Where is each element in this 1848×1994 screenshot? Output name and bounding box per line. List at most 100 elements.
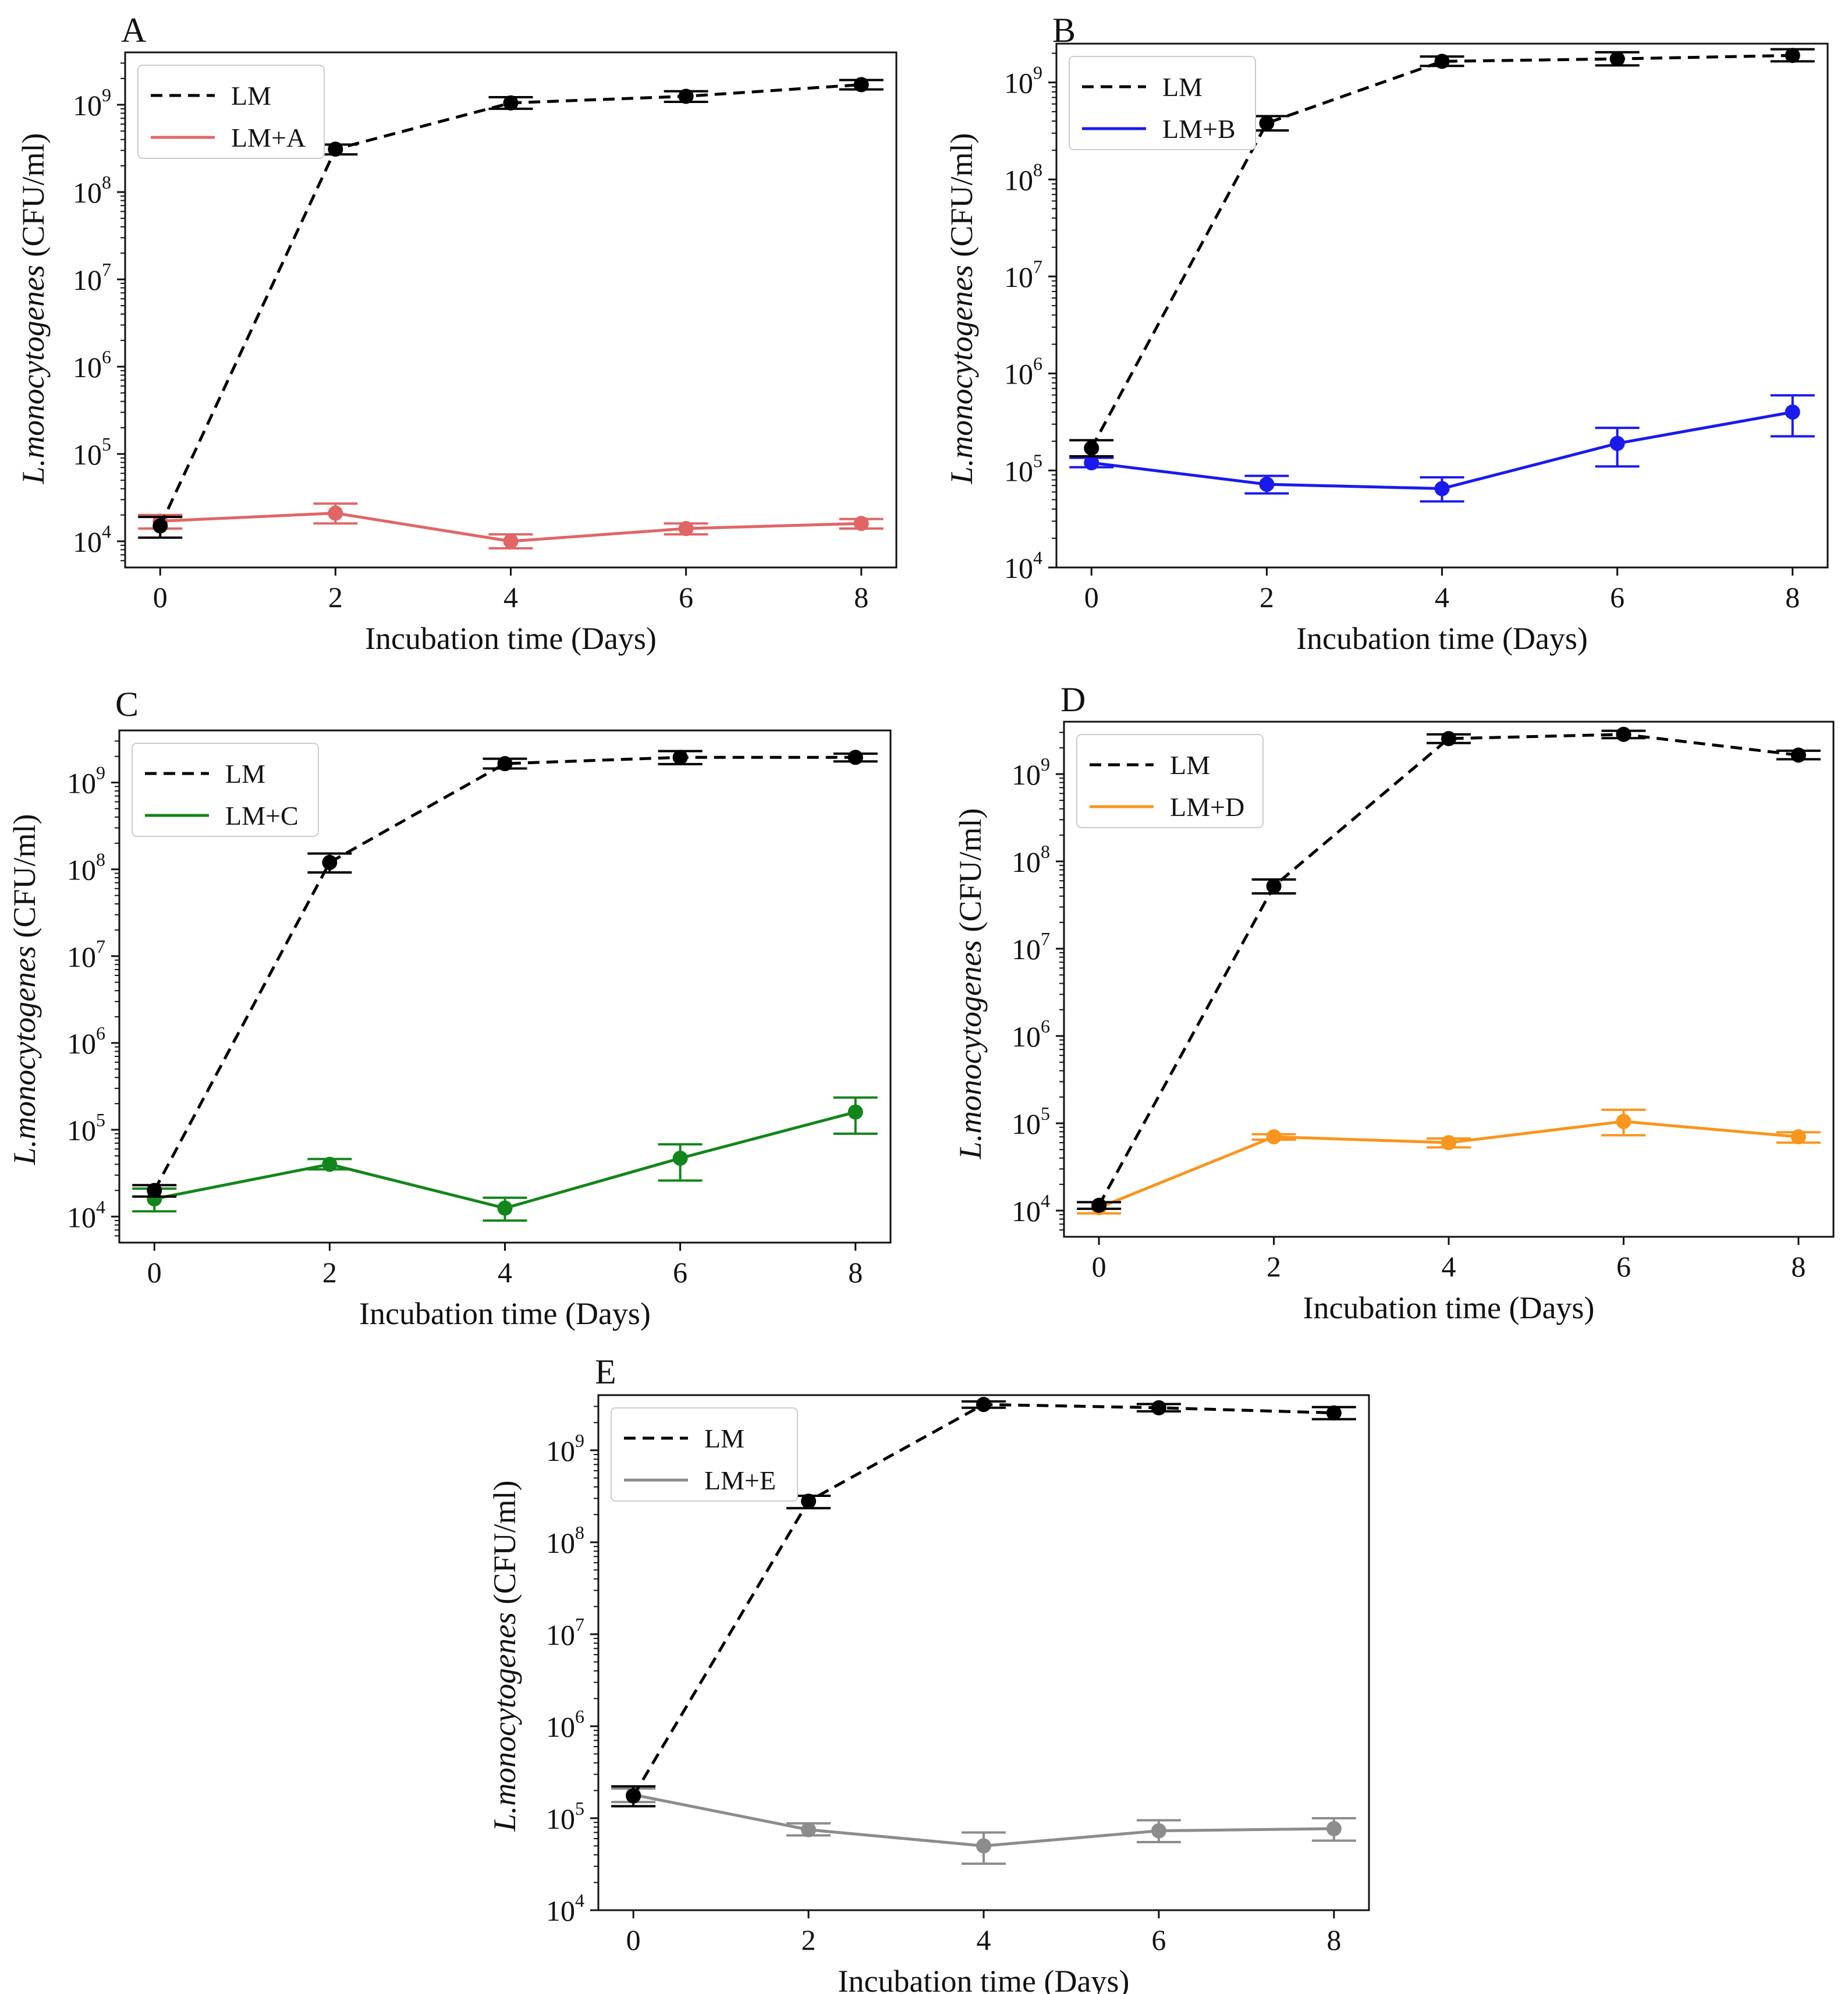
panel-letter: D [1060, 680, 1086, 719]
y-tick-label: 107 [73, 259, 111, 296]
y-tick-label: 106 [1004, 353, 1042, 391]
data-point [672, 750, 688, 765]
panel-letter: A [121, 11, 146, 49]
data-point [626, 1788, 641, 1804]
data-point [1434, 54, 1450, 69]
x-axis-title: Incubation time (Days) [365, 621, 657, 656]
y-axis-title: L.monocytogenes (CFU/ml) [944, 133, 979, 485]
x-tick-label: 0 [1084, 581, 1099, 613]
series-lm [1077, 726, 1821, 1213]
data-point [853, 516, 869, 531]
data-point [503, 95, 519, 111]
x-tick-label: 2 [322, 1256, 337, 1289]
data-point [1785, 48, 1800, 63]
data-point [801, 1822, 817, 1837]
series-lm [132, 750, 878, 1198]
panel-letter: E [595, 1353, 616, 1391]
legend-label: LM+E [704, 1466, 776, 1495]
y-tick-label: 105 [1012, 1103, 1050, 1140]
x-tick-label: 8 [848, 1256, 863, 1289]
data-point [503, 534, 519, 549]
y-tick-label: 108 [1004, 159, 1042, 196]
y-tick-label: 108 [67, 849, 105, 886]
x-tick-label: 6 [673, 1256, 687, 1289]
y-tick-label: 107 [1012, 928, 1050, 966]
y-axis-title: L.monocytogenes (CFU/ml) [16, 133, 51, 485]
x-tick-label: 8 [1791, 1250, 1806, 1283]
legend-label: LM [1162, 72, 1203, 102]
data-point [678, 88, 694, 104]
x-tick-label: 4 [977, 1924, 991, 1956]
y-tick-label: 107 [1004, 256, 1042, 293]
y-tick-label: 108 [1012, 841, 1050, 878]
series-lm-plus-e [611, 1787, 1356, 1865]
data-point [1326, 1821, 1342, 1836]
y-axis-title: L.monocytogenes (CFU/ml) [953, 808, 988, 1160]
legend-label: LM [704, 1424, 744, 1453]
x-tick-label: 4 [498, 1256, 512, 1289]
legend-label: LM+B [1162, 114, 1236, 144]
x-tick-label: 0 [626, 1924, 641, 1956]
y-tick-label: 106 [546, 1706, 584, 1743]
x-tick-label: 2 [1267, 1250, 1281, 1283]
legend-label: LM+A [231, 123, 306, 152]
y-tick-label: 104 [73, 521, 111, 558]
legend-box [611, 1407, 798, 1502]
panel-letter: C [115, 685, 139, 723]
panel-e: E 104 105 106 107 108 109 0 2 4 6 8 Incubation time … [487, 1353, 1370, 1994]
data-point [328, 505, 343, 521]
data-point [976, 1397, 991, 1413]
y-tick-label: 104 [1004, 547, 1042, 584]
x-tick-label: 4 [503, 581, 518, 613]
legend-box [132, 743, 319, 837]
legend: LM LM+B [1069, 56, 1256, 150]
legend: LM LM+E [611, 1407, 798, 1502]
y-tick-label: 105 [73, 434, 111, 471]
y-tick-label: 109 [73, 84, 111, 122]
y-tick-label: 105 [67, 1109, 105, 1147]
data-point [1266, 878, 1282, 894]
x-tick-label: 8 [854, 581, 868, 613]
data-point [1616, 1113, 1631, 1129]
y-tick-label: 109 [1012, 754, 1050, 791]
legend-label: LM [225, 759, 265, 789]
legend: LM LM+C [132, 743, 319, 837]
x-tick-label: 8 [1326, 1924, 1341, 1956]
panel-c: C 104 105 106 107 108 109 0 2 4 6 8 Incubation time … [7, 685, 892, 1331]
data-point [1790, 747, 1806, 763]
x-tick-label: 6 [679, 581, 693, 613]
panel-d: D 104 105 106 107 108 109 0 2 4 6 8 Incubation time … [953, 680, 1835, 1325]
legend: LM LM+A [137, 65, 325, 159]
data-point [1259, 477, 1275, 492]
x-axis-title: Incubation time (Days) [1296, 621, 1588, 656]
legend-box [1069, 56, 1256, 150]
data-point [1091, 1197, 1107, 1213]
panel-a: A 104 105 106 107 108 109 0 2 4 6 8 Incubation time … [16, 11, 898, 656]
data-point [1326, 1405, 1342, 1421]
data-point [328, 141, 343, 157]
y-tick-label: 109 [1004, 62, 1042, 100]
y-tick-label: 109 [546, 1430, 584, 1467]
data-point [322, 1156, 338, 1172]
x-tick-label: 0 [147, 1256, 162, 1289]
data-point [1259, 115, 1275, 131]
data-point [1790, 1129, 1806, 1145]
x-tick-label: 8 [1785, 581, 1800, 613]
x-tick-label: 2 [328, 581, 343, 613]
legend-box [1076, 734, 1264, 828]
y-tick-label: 108 [73, 172, 111, 209]
series-line [153, 755, 856, 1191]
y-axis-title: L.monocytogenes (CFU/ml) [7, 814, 42, 1166]
data-point [1785, 404, 1800, 420]
legend-label: LM+C [225, 801, 299, 831]
series-lm-plus-c [132, 1096, 878, 1222]
data-point [976, 1838, 991, 1854]
y-tick-label: 109 [67, 762, 105, 799]
y-tick-label: 104 [546, 1890, 584, 1927]
x-tick-label: 0 [1092, 1250, 1106, 1283]
x-tick-label: 6 [1610, 581, 1624, 613]
data-point [1609, 435, 1625, 451]
legend: LM LM+D [1076, 734, 1264, 828]
